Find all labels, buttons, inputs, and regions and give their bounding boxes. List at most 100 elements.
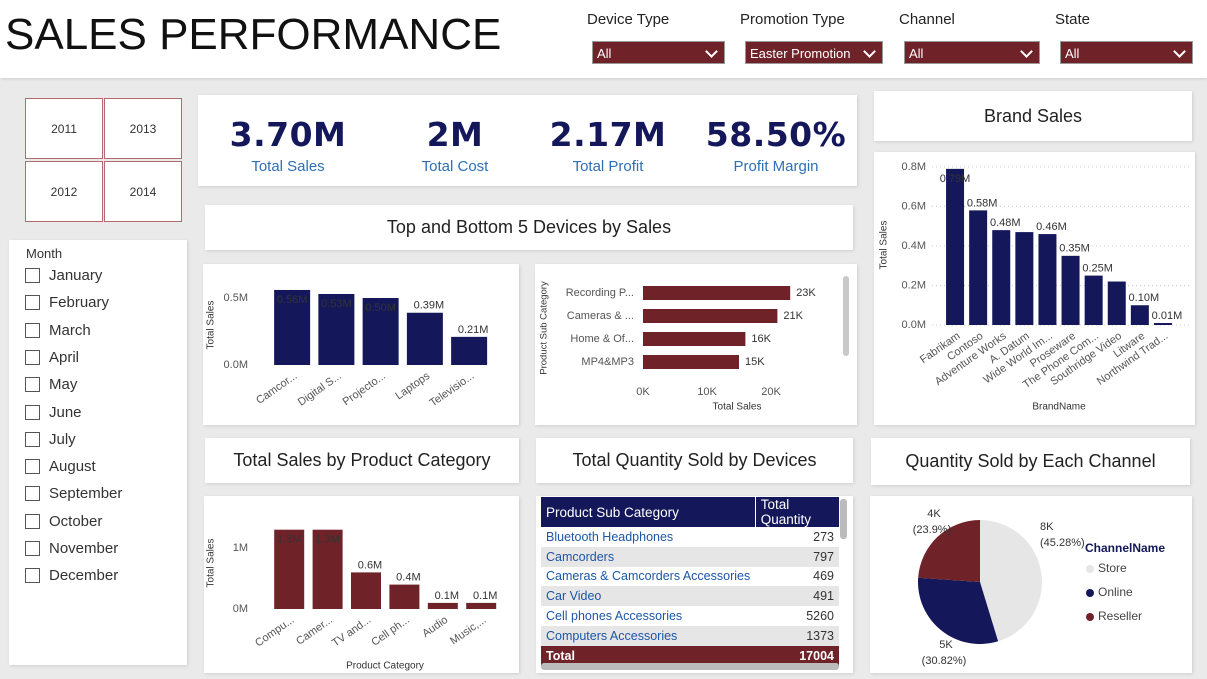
kpi-value: 3.70M bbox=[229, 115, 347, 154]
chart-title: Brand Sales bbox=[874, 91, 1192, 141]
month-slicer: Month January February March April May June Ju… bbox=[9, 240, 187, 665]
month-option[interactable]: October bbox=[25, 513, 102, 530]
table-cell: Cameras & Camcorders Accessories bbox=[546, 569, 751, 584]
month-label: April bbox=[49, 348, 80, 366]
table-row: Camcorders 797 bbox=[541, 546, 839, 567]
kpi: 58.50% Profit Margin bbox=[696, 115, 856, 175]
checkbox[interactable] bbox=[25, 377, 40, 393]
month-option[interactable]: January bbox=[25, 267, 102, 284]
table-row: Computers Accessories 1373 bbox=[541, 625, 839, 646]
checkbox[interactable] bbox=[25, 486, 40, 502]
month-label: November bbox=[49, 540, 119, 557]
table-cell: 1373 bbox=[755, 625, 839, 646]
scrollbar[interactable] bbox=[840, 499, 847, 539]
filter-dropdown[interactable]: All bbox=[904, 41, 1040, 64]
month-option[interactable]: April bbox=[25, 349, 79, 366]
filter-dropdown[interactable]: All bbox=[1060, 41, 1193, 64]
year-tile[interactable]: 2014 bbox=[104, 161, 182, 222]
checkbox[interactable] bbox=[25, 541, 40, 556]
kpi: 2.17M Total Profit bbox=[528, 115, 688, 175]
table-card: Product Sub Category Total Quantity Blueto… bbox=[536, 496, 853, 673]
month-label: May bbox=[49, 376, 78, 394]
filter-label: Device Type bbox=[587, 11, 670, 28]
table-cell: 5260 bbox=[806, 609, 834, 624]
chart-card bbox=[203, 264, 519, 425]
month-label: February bbox=[49, 294, 110, 312]
checkbox[interactable] bbox=[25, 431, 40, 447]
filter-label: Promotion Type bbox=[740, 11, 845, 28]
month-label: January bbox=[49, 267, 103, 284]
month-label: October bbox=[49, 512, 103, 530]
header-bar: SALES PERFORMANCE bbox=[0, 0, 1207, 78]
kpi-label: Total Cost bbox=[421, 158, 489, 175]
page-title: SALES PERFORMANCE bbox=[5, 10, 502, 59]
month-label: July bbox=[49, 430, 76, 448]
month-option[interactable]: September bbox=[25, 485, 122, 502]
table-cell: Car Video bbox=[541, 586, 756, 607]
total-cell: Total bbox=[541, 645, 756, 666]
table-row: Cameras & Camcorders Accessories 469 bbox=[541, 567, 839, 587]
month-label: March bbox=[49, 321, 91, 339]
month-label: June bbox=[49, 403, 82, 421]
kpi: 3.70M Total Sales bbox=[208, 115, 368, 175]
table-cell: 469 bbox=[813, 569, 834, 584]
kpi-label: Total Profit bbox=[572, 158, 644, 175]
checkbox[interactable] bbox=[25, 322, 40, 338]
table-cell: Computers Accessories bbox=[541, 625, 756, 646]
year-tile[interactable]: 2013 bbox=[104, 98, 182, 159]
checkbox[interactable] bbox=[25, 568, 40, 584]
month-label: December bbox=[49, 567, 119, 585]
table-cell: Bluetooth Headphones bbox=[546, 529, 674, 544]
kpi-label: Profit Margin bbox=[733, 158, 819, 175]
chart-title: Total Sales by Product Category bbox=[205, 438, 519, 483]
month-option[interactable]: November bbox=[25, 540, 118, 557]
filter-label: Channel bbox=[899, 11, 955, 28]
chart-card bbox=[204, 496, 519, 673]
kpi-label: Total Sales bbox=[251, 158, 325, 175]
checkbox[interactable] bbox=[25, 459, 40, 475]
checkbox[interactable] bbox=[25, 513, 40, 529]
filter-dropdown[interactable]: Easter Promotion bbox=[745, 41, 883, 64]
year-slicer: 2011 2013 2012 2014 bbox=[22, 95, 183, 222]
filter-dropdown[interactable]: All bbox=[592, 41, 725, 64]
table-cell: Cell phones Accessories bbox=[546, 609, 683, 624]
chart-title: Top and Bottom 5 Devices by Sales bbox=[205, 205, 853, 250]
table-row: Car Video 491 bbox=[541, 586, 839, 607]
month-option[interactable]: August bbox=[25, 458, 96, 475]
checkbox[interactable] bbox=[25, 295, 40, 311]
table-cell: 491 bbox=[755, 586, 839, 607]
month-option[interactable]: May bbox=[25, 376, 77, 393]
scrollbar[interactable] bbox=[541, 663, 839, 670]
month-option[interactable]: February bbox=[25, 294, 109, 311]
column-header: Total Quantity bbox=[754, 497, 839, 527]
year-tile[interactable]: 2012 bbox=[25, 161, 103, 222]
year-tile[interactable]: 2011 bbox=[25, 98, 103, 159]
chart-card bbox=[874, 152, 1195, 425]
total-row: Total 17004 bbox=[541, 645, 839, 666]
month-option[interactable]: March bbox=[25, 322, 91, 339]
checkbox[interactable] bbox=[25, 404, 40, 420]
month-option[interactable]: December bbox=[25, 567, 118, 584]
slicer-title: Month bbox=[26, 246, 63, 261]
checkbox[interactable] bbox=[25, 349, 40, 365]
table-cell: 797 bbox=[755, 546, 839, 567]
table: Product Sub Category Total Quantity Blueto… bbox=[541, 497, 839, 666]
kpi-value: 2M bbox=[426, 115, 484, 154]
table-row: Bluetooth Headphones 273 bbox=[541, 527, 839, 547]
filter-label: State bbox=[1055, 11, 1091, 28]
chart-title: Quantity Sold by Each Channel bbox=[871, 438, 1190, 485]
month-option[interactable]: July bbox=[25, 431, 76, 448]
column-header: Product Sub Category bbox=[541, 497, 756, 527]
kpi: 2M Total Cost bbox=[375, 115, 535, 175]
table-cell: 273 bbox=[813, 529, 834, 544]
checkbox[interactable] bbox=[25, 268, 40, 283]
table-title: Total Quantity Sold by Devices bbox=[536, 438, 853, 483]
month-label: August bbox=[49, 458, 96, 476]
kpi-value: 2.17M bbox=[549, 115, 667, 154]
table-cell: Camcorders bbox=[541, 546, 756, 567]
table-row: Cell phones Accessories 5260 bbox=[541, 606, 839, 626]
month-option[interactable]: June bbox=[25, 404, 82, 421]
total-cell: 17004 bbox=[755, 645, 839, 666]
